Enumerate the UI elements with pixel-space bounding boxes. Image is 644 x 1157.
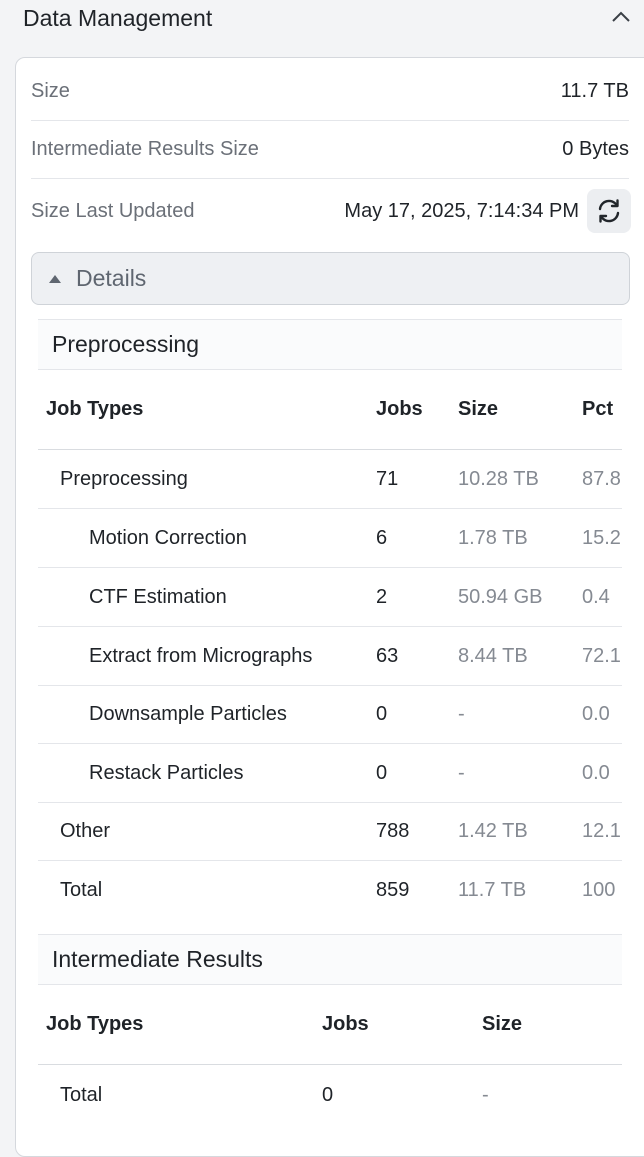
preprocessing-table: Preprocessing Job Types Jobs Size Pct Pr… [38, 319, 622, 919]
size-cell: 1.78 TB [458, 526, 528, 549]
header-job-types: Job Types [46, 1013, 144, 1035]
section-title: Data Management [23, 4, 213, 31]
chevron-up-icon[interactable] [610, 6, 632, 28]
size-updated-label: Size Last Updated [31, 199, 195, 222]
header-size: Size [482, 1013, 523, 1035]
preprocessing-table-title: Preprocessing [38, 319, 622, 370]
jobs-cell: 63 [376, 644, 399, 667]
table-row: Preprocessing 71 10.28 TB 87.8 [38, 450, 622, 509]
table-row: Extract from Micrographs 63 8.44 TB 72.1 [38, 627, 622, 686]
size-cell: 8.44 TB [458, 644, 528, 667]
data-management-header[interactable]: Data Management [0, 0, 644, 50]
job-type-cell: Extract from Micrographs [89, 644, 313, 667]
table-header-row: Job Types Jobs Size Pct [38, 370, 622, 450]
jobs-cell: 859 [376, 878, 410, 901]
size-cell: 11.7 TB [458, 878, 527, 901]
table-row: Downsample Particles 0 - 0.0 [38, 686, 622, 744]
intermediate-size-label: Intermediate Results Size [31, 137, 259, 160]
details-toggle[interactable]: Details [31, 252, 630, 305]
size-cell: - [458, 761, 465, 784]
pct-cell: 72.1 [582, 644, 621, 667]
pct-cell: 12.1 [582, 820, 621, 842]
job-type-cell: Downsample Particles [89, 703, 287, 725]
job-type-cell: Total [60, 1083, 103, 1106]
jobs-cell: 0 [322, 1083, 334, 1106]
jobs-cell: 0 [376, 761, 388, 784]
details-label: Details [76, 265, 147, 291]
pct-cell: 0.0 [582, 761, 610, 784]
header-size: Size [458, 398, 499, 420]
intermediate-results-table: Intermediate Results Job Types Jobs Size… [38, 934, 622, 1125]
job-type-cell: Other [60, 820, 111, 842]
size-cell: 1.42 TB [458, 820, 528, 842]
refresh-icon [598, 199, 620, 223]
intermediate-table-title: Intermediate Results [38, 934, 622, 985]
size-row: Size 11.7 TB [31, 62, 629, 121]
size-cell: 10.28 TB [458, 467, 539, 490]
table-row: CTF Estimation 2 50.94 GB 0.4 [38, 568, 622, 627]
size-cell: - [458, 703, 465, 725]
jobs-cell: 2 [376, 585, 388, 608]
table-row: Total 0 - [38, 1065, 622, 1125]
size-label: Size [31, 79, 70, 102]
pct-cell: 0.4 [582, 585, 610, 608]
table-row: Motion Correction 6 1.78 TB 15.2 [38, 509, 622, 568]
job-type-cell: Motion Correction [89, 526, 247, 549]
jobs-cell: 6 [376, 526, 388, 549]
caret-up-icon [49, 274, 61, 283]
jobs-cell: 71 [376, 467, 399, 490]
job-type-cell: Restack Particles [89, 761, 244, 784]
header-pct: Pct [582, 398, 614, 420]
intermediate-size-row: Intermediate Results Size 0 Bytes [31, 120, 629, 179]
header-jobs: Jobs [322, 1013, 369, 1035]
refresh-size-button[interactable] [587, 189, 631, 233]
jobs-cell: 0 [376, 703, 388, 725]
header-jobs: Jobs [376, 398, 423, 420]
size-updated-row: Size Last Updated May 17, 2025, 7:14:34 … [31, 182, 631, 240]
pct-cell: 0.0 [582, 703, 610, 725]
jobs-cell: 788 [376, 820, 410, 842]
job-type-cell: CTF Estimation [89, 585, 227, 608]
size-cell: 50.94 GB [458, 585, 543, 608]
table-row: Total 859 11.7 TB 100 [38, 861, 622, 919]
size-updated-value: May 17, 2025, 7:14:34 PM [344, 199, 579, 222]
size-value: 11.7 TB [560, 79, 629, 102]
pct-cell: 100 [582, 878, 616, 901]
pct-cell: 87.8 [582, 467, 621, 490]
table-row: Restack Particles 0 - 0.0 [38, 744, 622, 803]
job-type-cell: Preprocessing [60, 467, 188, 490]
intermediate-size-value: 0 Bytes [562, 137, 629, 160]
table-row: Other 788 1.42 TB 12.1 [38, 803, 622, 861]
size-cell: - [482, 1083, 489, 1106]
job-type-cell: Total [60, 878, 103, 901]
header-job-types: Job Types [46, 398, 144, 420]
table-header-row: Job Types Jobs Size [38, 985, 622, 1065]
pct-cell: 15.2 [582, 526, 621, 549]
